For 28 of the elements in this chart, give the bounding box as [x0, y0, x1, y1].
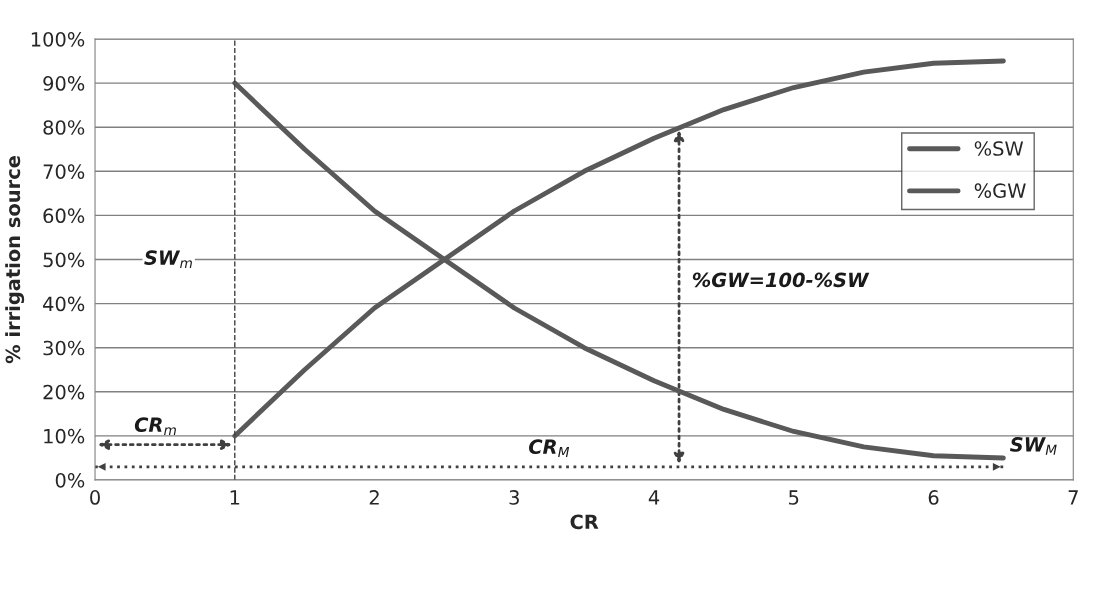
x-tick-label: 2	[369, 490, 379, 505]
x-tick-label: 1	[230, 490, 240, 505]
y-tick-label: 70%	[43, 164, 85, 179]
y-tick-label: 100%	[31, 31, 85, 47]
y-axis-title: % irrigation source	[5, 156, 25, 364]
y-tick-label: 60%	[43, 208, 85, 224]
x-tick-label: 7	[1068, 490, 1078, 505]
y-tick-label: 40%	[43, 296, 85, 312]
annotation: SW$_{M}$	[1009, 437, 1057, 455]
y-tick-label: 80%	[43, 120, 85, 135]
legend-label: %SW	[974, 141, 1024, 156]
y-tick-label: 20%	[43, 384, 85, 400]
annotation: CR$_{m}$	[134, 417, 176, 435]
annotation: %GW=100-%SW	[692, 272, 870, 288]
annotation: SW$_{m}$	[144, 250, 192, 268]
x-tick-label: 0	[90, 490, 100, 505]
legend-label: %GW	[974, 183, 1026, 199]
y-tick-label: 50%	[43, 252, 85, 268]
x-tick-label: 5	[789, 490, 799, 505]
x-tick-label: 6	[928, 490, 939, 505]
x-axis-title: CR	[570, 514, 599, 530]
x-tick-label: 4	[648, 490, 660, 505]
y-tick-label: 0%	[55, 472, 85, 488]
x-tick-label: 3	[509, 490, 519, 505]
y-tick-label: 10%	[44, 428, 85, 444]
ref-line-label: CR$_{M}$	[529, 439, 570, 457]
y-tick-label: 30%	[43, 340, 85, 356]
y-tick-label: 90%	[43, 76, 85, 91]
